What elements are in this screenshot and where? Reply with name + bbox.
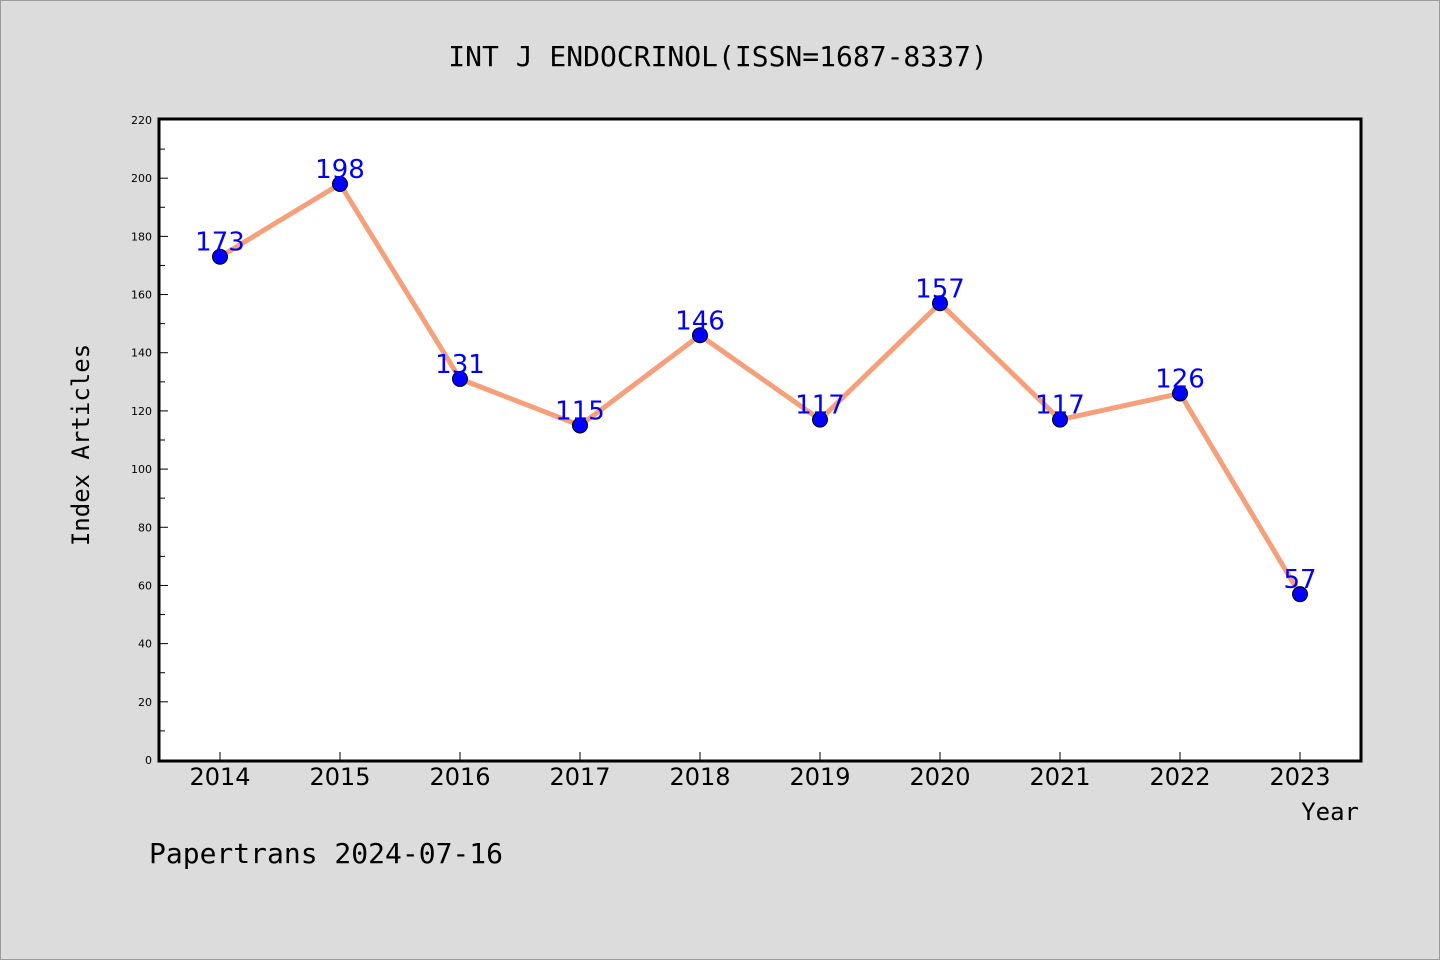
data-label: 115 <box>555 396 605 426</box>
y-tick-label: 160 <box>131 289 152 302</box>
y-tick-label: 80 <box>138 521 152 534</box>
footer-text: Papertrans 2024-07-16 <box>149 837 503 870</box>
series: 173 198 131 115 146 117 157 117 126 57 <box>195 155 1317 603</box>
data-label: 117 <box>1035 391 1085 421</box>
series-line <box>218 181 1303 596</box>
x-tick-label: 2020 <box>909 763 970 791</box>
y-tick-label: 100 <box>131 463 152 476</box>
data-label: 131 <box>435 350 485 380</box>
x-tick-label: 2015 <box>309 763 370 791</box>
x-tick-label: 2021 <box>1029 763 1090 791</box>
data-point <box>212 248 228 265</box>
x-tick-label: 2019 <box>789 763 850 791</box>
x-tick-label: 2014 <box>189 763 250 791</box>
data-point <box>452 370 468 387</box>
data-label: 126 <box>1155 364 1205 394</box>
y-tick-label: 20 <box>138 696 152 709</box>
data-point <box>332 176 348 192</box>
x-tick-label: 2023 <box>1269 763 1330 791</box>
y-tick-label: 120 <box>131 405 152 418</box>
y-tick-label: 140 <box>131 347 152 360</box>
x-tick-label: 2018 <box>669 763 730 791</box>
data-point <box>812 411 828 428</box>
data-point <box>1172 385 1188 402</box>
plot-area <box>157 117 1363 763</box>
y-axis-label: Index Articles <box>67 344 95 546</box>
y-tick-label: 0 <box>145 754 152 767</box>
y-tick-label: 220 <box>131 114 152 127</box>
data-label: 198 <box>315 155 365 185</box>
data-point <box>932 295 948 312</box>
y-axis: 0 20 40 60 80 100 120 140 160 180 200 220 <box>131 114 168 767</box>
x-tick-label: 2016 <box>429 763 490 791</box>
y-tick-label: 200 <box>131 172 152 185</box>
x-axis-label: Year <box>1301 798 1359 826</box>
data-label: 173 <box>195 228 245 258</box>
data-point <box>692 327 708 344</box>
data-label: 57 <box>1283 565 1316 595</box>
x-tick-label: 2017 <box>549 763 610 791</box>
y-tick-label: 60 <box>138 579 152 592</box>
data-label: 146 <box>675 306 725 336</box>
x-axis: 2014 2015 2016 2017 2018 2019 2020 2021 2022 2023 <box>189 752 1331 791</box>
data-label: 117 <box>795 391 845 421</box>
chart-title: INT J ENDOCRINOL(ISSN=1687-8337) <box>448 40 987 73</box>
data-label: 157 <box>915 274 965 304</box>
y-tick-label: 180 <box>131 230 152 243</box>
x-tick-label: 2022 <box>1149 763 1210 791</box>
data-point <box>572 417 588 434</box>
data-point <box>1292 586 1308 603</box>
data-point <box>1052 411 1068 428</box>
y-tick-label: 40 <box>138 638 152 651</box>
